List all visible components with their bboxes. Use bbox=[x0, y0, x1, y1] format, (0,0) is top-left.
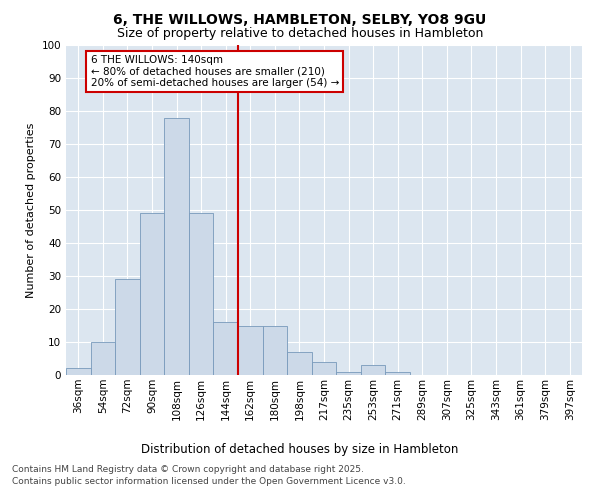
Bar bbox=[361, 365, 385, 375]
Bar bbox=[66, 368, 91, 375]
Bar bbox=[115, 280, 140, 375]
Bar bbox=[385, 372, 410, 375]
Bar bbox=[189, 214, 214, 375]
Text: Distribution of detached houses by size in Hambleton: Distribution of detached houses by size … bbox=[142, 442, 458, 456]
Bar bbox=[287, 352, 312, 375]
Text: 6 THE WILLOWS: 140sqm
← 80% of detached houses are smaller (210)
20% of semi-det: 6 THE WILLOWS: 140sqm ← 80% of detached … bbox=[91, 55, 339, 88]
Text: Contains HM Land Registry data © Crown copyright and database right 2025.
Contai: Contains HM Land Registry data © Crown c… bbox=[12, 465, 406, 486]
Bar bbox=[140, 214, 164, 375]
Bar bbox=[312, 362, 336, 375]
Text: 6, THE WILLOWS, HAMBLETON, SELBY, YO8 9GU: 6, THE WILLOWS, HAMBLETON, SELBY, YO8 9G… bbox=[113, 12, 487, 26]
Bar bbox=[91, 342, 115, 375]
Bar bbox=[238, 326, 263, 375]
Text: Size of property relative to detached houses in Hambleton: Size of property relative to detached ho… bbox=[117, 28, 483, 40]
Y-axis label: Number of detached properties: Number of detached properties bbox=[26, 122, 36, 298]
Bar bbox=[214, 322, 238, 375]
Bar bbox=[164, 118, 189, 375]
Bar bbox=[336, 372, 361, 375]
Bar bbox=[263, 326, 287, 375]
